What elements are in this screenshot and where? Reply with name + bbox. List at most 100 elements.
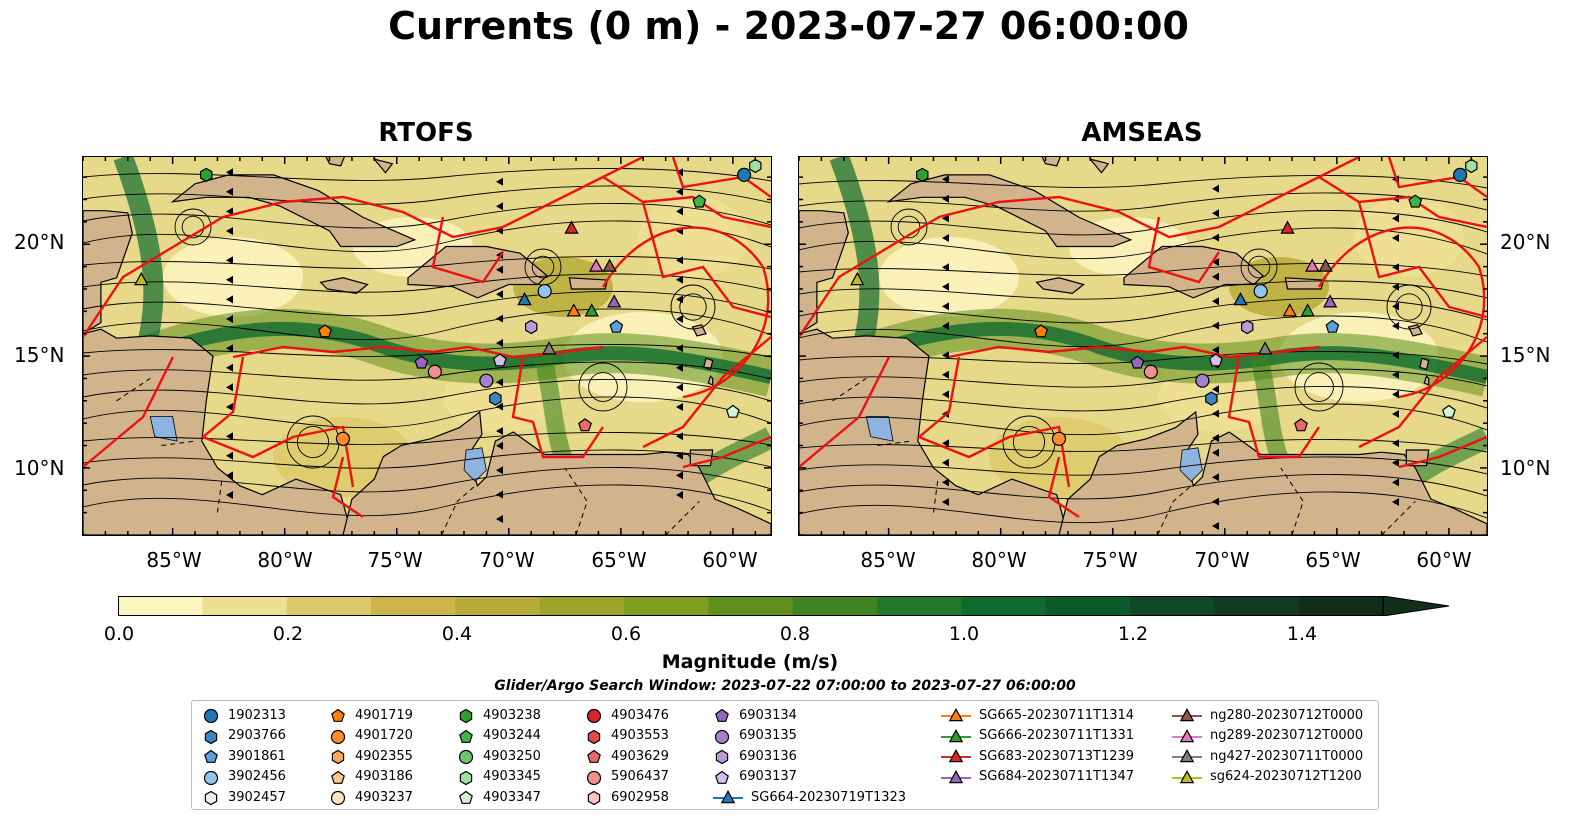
legend-label: 6903134 [739, 707, 797, 723]
legend-item: 3902457 [202, 787, 286, 807]
map-marker-3901861 [609, 319, 624, 333]
legend-marker-SG684-20230711T1347 [948, 769, 964, 783]
map-marker-ng280-20230712T0000 [1318, 258, 1333, 272]
legend-marker-4903186 [331, 770, 345, 784]
map-marker-3902456 [1253, 284, 1268, 299]
colorbar-tick-2: 0.4 [441, 623, 473, 645]
legend-item: 6903137 [713, 767, 797, 787]
legend-label: 4903237 [355, 789, 413, 805]
land-bahamas-a [1041, 157, 1061, 167]
legend-marker-4903244 [459, 729, 473, 743]
legend-marker-3902457 [204, 790, 218, 806]
legend-label: 4901719 [355, 707, 413, 723]
colorbar-segment [1130, 596, 1215, 616]
colorbar [118, 596, 1450, 616]
legend-label: 4903345 [483, 769, 541, 784]
map-marker-6903134 [1130, 355, 1145, 369]
map-marker-6903136 [525, 319, 538, 335]
land-lesser-1 [1407, 324, 1423, 337]
lon-label-75w-left: 75°W [367, 548, 423, 572]
legend-marker-SG664-20230719T1323 [720, 789, 736, 804]
legend-label: 4902355 [355, 748, 413, 764]
legend-item: 5906437 [585, 767, 669, 787]
legend-label: 4903629 [611, 748, 669, 764]
lon-label-65w-left: 65°W [591, 548, 647, 572]
lon-label-60w-left: 60°W [702, 548, 758, 572]
lake [865, 416, 894, 442]
legend-item: 4903237 [329, 787, 413, 807]
legend-item: 3902456 [202, 767, 286, 787]
lon-label-85w-right: 85°W [860, 548, 916, 572]
map-panel-rtofs[interactable] [82, 156, 772, 536]
colorbar-tick-0: 0.0 [103, 623, 135, 645]
legend-label: 4903238 [483, 707, 541, 723]
legend-item: 4903238 [457, 705, 541, 725]
legend-item: SG664-20230719T1323 [713, 787, 906, 807]
land-south-america [1058, 410, 1487, 535]
legend-item: 4901719 [329, 705, 413, 725]
legend-marker-4903347 [459, 790, 473, 804]
map-marker-SG664-20230719T1323 [517, 292, 532, 306]
legend-label: 4903244 [483, 728, 541, 743]
colorbar-tick-6: 1.2 [1117, 623, 1149, 645]
map-marker-5906437 [427, 364, 442, 379]
legend-label: SG664-20230719T1323 [751, 789, 907, 805]
legend-marker-4903250 [458, 749, 474, 765]
colorbar-segment [1298, 596, 1384, 616]
lake [463, 447, 487, 482]
map-marker-SG666-20230711T1331 [584, 303, 599, 317]
legend-item: 4903629 [585, 746, 669, 766]
map-marker-6903137 [492, 353, 507, 367]
land-lesser-3 [1423, 375, 1430, 387]
land-south-america [342, 410, 771, 535]
map-marker-sg624-20230712T1200 [850, 271, 865, 286]
legend-marker-4903629 [587, 749, 601, 763]
lat-label-15n-right: 15°N [1500, 343, 1551, 367]
map-marker-6903135 [1195, 373, 1210, 388]
legend-item: 3901861 [202, 746, 286, 766]
legend-label: 6903137 [739, 769, 797, 784]
map-marker-SG683-20230713T1239 [564, 220, 579, 234]
legend-marker-5906437 [586, 770, 602, 785]
legend-marker-6902958 [587, 790, 601, 806]
legend-item: SG683-20230713T1239 [941, 746, 1134, 766]
colorbar-segment [371, 596, 456, 616]
lon-label-80w-left: 80°W [257, 548, 313, 572]
map-panel-amseas[interactable] [798, 156, 1488, 536]
lat-label-20n-left: 20°N [14, 230, 65, 254]
legend-label: 4903250 [483, 748, 541, 764]
map-marker-4903347 [1441, 404, 1456, 418]
map-marker-ng289-20230712T0000 [588, 258, 604, 272]
legend-marker-1902313 [203, 708, 219, 724]
legend-label: 4903553 [611, 728, 669, 743]
map-marker-6903136 [1241, 319, 1254, 335]
map-marker-3901861 [1325, 319, 1340, 333]
land-lesser-3 [707, 375, 714, 387]
legend-marker-ng280-20230712T0000 [1179, 707, 1195, 722]
legend-marker-3901861 [204, 749, 218, 763]
legend-item: 4903476 [585, 705, 669, 725]
eez-boundaries [799, 157, 1487, 518]
legend-item: 4901720 [329, 726, 413, 746]
legend-marker-ng427-20230711T0000 [1179, 748, 1195, 763]
colorbar-segment [877, 596, 962, 616]
legend-item: 4903244 [457, 726, 541, 746]
legend-marker-6903134 [715, 708, 729, 722]
land-bahamas-b [372, 158, 394, 174]
land-puerto-rico [1284, 277, 1325, 290]
legend-item: ng427-20230711T0000 [1172, 746, 1363, 766]
legend-item: 6903135 [713, 726, 797, 746]
legend-item: 6903136 [713, 746, 797, 766]
map-marker-4901719 [1034, 324, 1048, 338]
colorbar-tick-7: 1.4 [1286, 623, 1318, 645]
eez-boundaries [83, 157, 771, 518]
lon-label-85w-left: 85°W [146, 548, 202, 572]
colorbar-segment [708, 596, 794, 616]
map-marker-3902456 [537, 284, 552, 299]
colorbar-segment [1214, 596, 1300, 616]
legend-label: SG684-20230711T1347 [979, 769, 1135, 784]
legend-marker-4903238 [459, 708, 473, 724]
legend-item: 4902355 [329, 746, 413, 766]
land-lesser-2 [703, 357, 714, 371]
legend-item: 6902958 [585, 787, 669, 807]
